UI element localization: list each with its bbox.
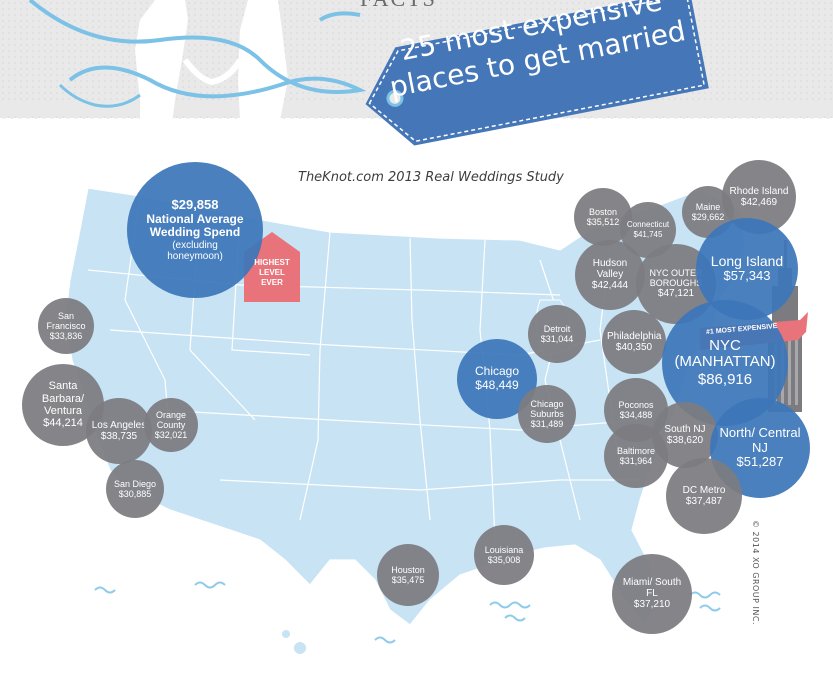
city-name: South NJ xyxy=(664,423,706,435)
city-name: Boston xyxy=(588,206,618,217)
city-bubble: San Francisco $33,836 xyxy=(38,298,94,354)
city-name: Philadelphia xyxy=(607,330,662,342)
city-name: Houston xyxy=(391,564,425,575)
city-bubble: Chicago Suburbs $31,489 xyxy=(518,385,576,443)
city-amount: $32,021 xyxy=(154,429,188,440)
city-name: San Francisco xyxy=(46,310,86,331)
city-name: Detroit xyxy=(543,323,571,334)
city-bubble: Miami/ South FL $37,210 xyxy=(612,554,692,634)
city-name: Miami/ South FL xyxy=(622,577,682,600)
city-name: NYC (MANHATTAN) xyxy=(674,336,776,371)
city-amount: $31,964 xyxy=(619,455,653,466)
island-shape xyxy=(294,642,306,654)
city-amount: $38,620 xyxy=(666,434,704,446)
city-amount: $42,444 xyxy=(591,280,629,292)
national-line1: National Average xyxy=(146,211,244,226)
wave-marks xyxy=(94,581,721,644)
city-amount: $57,343 xyxy=(723,268,771,284)
city-bubble: Houston $35,475 xyxy=(377,544,439,606)
highest-level-text: HIGHEST LEVEL EVER xyxy=(244,258,300,288)
city-name: Rhode Island xyxy=(729,185,789,197)
highest-line2: LEVEL xyxy=(259,268,285,277)
city-amount: $47,121 xyxy=(657,288,695,300)
city-name: North/ Central NJ xyxy=(719,424,801,455)
national-average-bubble: $29,858 National Average Wedding Spend (… xyxy=(127,162,263,298)
city-bubble: Detroit $31,044 xyxy=(528,305,586,363)
city-name: Poconos xyxy=(618,399,654,410)
city-amount: $48,449 xyxy=(475,377,519,392)
national-line2: Wedding Spend xyxy=(149,225,241,240)
city-amount: $31,489 xyxy=(530,418,564,429)
city-amount: $35,512 xyxy=(586,216,620,227)
city-amount: $30,885 xyxy=(118,488,152,499)
city-amount: $86,916 xyxy=(697,371,753,389)
city-bubble: DC Metro $37,487 xyxy=(666,458,742,534)
city-amount: $35,008 xyxy=(487,554,521,565)
partial-header-text: FACTS xyxy=(360,0,437,12)
city-bubble: Los Angeles $38,735 xyxy=(86,398,152,464)
city-name: Louisiana xyxy=(484,544,524,555)
city-name: Hudson Valley xyxy=(592,258,628,281)
city-amount: $37,487 xyxy=(685,495,723,507)
city-name: Santa Barbara/ Ventura xyxy=(41,380,85,417)
city-amount: $42,469 xyxy=(740,196,778,208)
highest-line3: EVER xyxy=(261,278,283,287)
city-amount: $34,488 xyxy=(619,409,653,420)
city-name: San Diego xyxy=(113,478,157,489)
city-bubble: Orange County $32,021 xyxy=(144,398,198,452)
city-amount: $37,210 xyxy=(633,599,671,611)
city-name: Los Angeles xyxy=(91,419,147,431)
city-amount: $51,287 xyxy=(736,454,784,470)
city-amount: $33,836 xyxy=(49,330,83,341)
price-tag xyxy=(365,0,709,146)
city-amount: $44,214 xyxy=(43,417,83,430)
city-name: Long Island xyxy=(710,252,784,269)
city-amount: $35,475 xyxy=(391,574,425,585)
city-amount: $38,735 xyxy=(100,430,138,442)
city-amount: $41,745 xyxy=(633,229,663,239)
national-amount: $29,858 xyxy=(171,196,219,212)
city-name: NYC OUTER BOROUGHS xyxy=(649,268,703,289)
city-name: Connecticut xyxy=(626,219,670,229)
subtitle: TheKnot.com 2013 Real Weddings Study xyxy=(298,170,564,185)
city-name: Orange County xyxy=(155,409,187,430)
city-amount: $29,662 xyxy=(691,211,725,222)
city-bubble: Baltimore $31,964 xyxy=(604,424,668,488)
city-bubble: Hudson Valley $42,444 xyxy=(575,240,645,310)
city-bubble: Philadelphia $40,350 xyxy=(602,310,666,374)
city-name: Baltimore xyxy=(616,445,655,456)
city-amount: $40,350 xyxy=(615,341,653,353)
city-name: DC Metro xyxy=(682,484,726,496)
highest-line1: HIGHEST xyxy=(254,258,290,267)
national-note: (excluding honeymoon) xyxy=(167,239,223,262)
city-name: Chicago Suburbs xyxy=(530,398,564,419)
ribbon-line xyxy=(28,0,367,99)
city-amount: $31,044 xyxy=(540,333,574,344)
city-name: Chicago xyxy=(474,364,520,379)
city-bubble: San Diego $30,885 xyxy=(106,460,164,518)
city-name: Maine xyxy=(695,201,721,212)
copyright-text: © 2014 XO GROUP INC. xyxy=(751,520,760,626)
city-bubble: Louisiana $35,008 xyxy=(474,525,534,585)
